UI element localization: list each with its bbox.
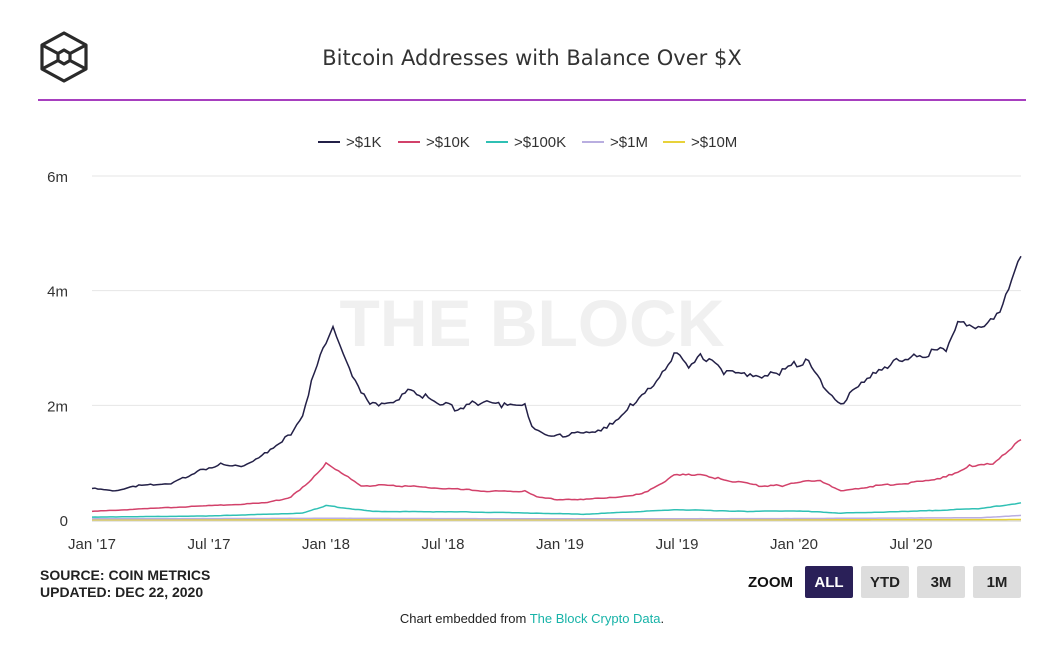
- zoom-ytd-button[interactable]: YTD: [861, 566, 909, 598]
- legend-item: >$1M: [610, 134, 648, 151]
- title-divider: [38, 99, 1026, 101]
- source-text: SOURCE: COIN METRICS: [40, 567, 211, 583]
- legend-item: >$1K: [346, 134, 381, 151]
- credit-line: Chart embedded from The Block Crypto Dat…: [0, 611, 1064, 626]
- updated-text: UPDATED: DEC 22, 2020: [40, 584, 204, 600]
- y-tick-label: 4m: [47, 284, 68, 301]
- y-tick-label: 6m: [47, 169, 68, 186]
- series-line-100k: [91, 502, 1022, 518]
- x-tick-label: Jan '19: [536, 536, 584, 553]
- legend-item: >$10M: [691, 134, 737, 151]
- x-tick-label: Jan '18: [302, 536, 350, 553]
- x-tick-label: Jul '20: [890, 536, 933, 553]
- zoom-controls: ZOOM ALL YTD 3M 1M: [748, 566, 1021, 598]
- zoom-all-button[interactable]: ALL: [805, 566, 853, 598]
- zoom-label: ZOOM: [748, 573, 793, 591]
- series-line-1m: [91, 514, 1022, 520]
- x-tick-label: Jul '19: [656, 536, 699, 553]
- y-tick-label: 0: [60, 513, 68, 530]
- x-tick-label: Jul '18: [422, 536, 465, 553]
- series-line-1k: [91, 255, 1022, 492]
- legend-item: >$10K: [426, 134, 470, 151]
- series-line-10k: [91, 439, 1022, 513]
- credit-prefix: Chart embedded from: [399, 611, 530, 626]
- the-block-logo: [40, 31, 88, 83]
- zoom-3m-button[interactable]: 3M: [917, 566, 965, 598]
- y-tick-label: 2m: [47, 398, 68, 415]
- watermark: THE BLOCK: [340, 286, 725, 360]
- legend-item: >$100K: [514, 134, 566, 151]
- the-block-crypto-data-link[interactable]: The Block Crypto Data: [529, 611, 661, 626]
- x-tick-label: Jan '20: [770, 536, 818, 553]
- x-tick-label: Jan '17: [68, 536, 116, 553]
- credit-suffix: .: [660, 611, 665, 626]
- line-chart: THE BLOCK 0 2m 4m 6m Jan '17 Jul '17 Jan '18 Jul…: [47, 134, 1022, 553]
- source-note: SOURCE: COIN METRICS UPDATED: DEC 22, 20…: [40, 567, 210, 601]
- x-tick-label: Jul '17: [188, 536, 231, 553]
- zoom-1m-button[interactable]: 1M: [973, 566, 1021, 598]
- chart-title: Bitcoin Addresses with Balance Over $X: [322, 46, 742, 70]
